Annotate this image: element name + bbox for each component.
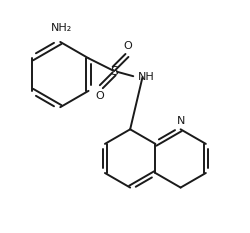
Text: NH: NH [137, 72, 154, 82]
Text: O: O [96, 91, 104, 101]
Text: NH₂: NH₂ [50, 23, 72, 33]
Text: S: S [110, 65, 118, 78]
Text: N: N [176, 116, 184, 126]
Text: O: O [123, 41, 132, 51]
